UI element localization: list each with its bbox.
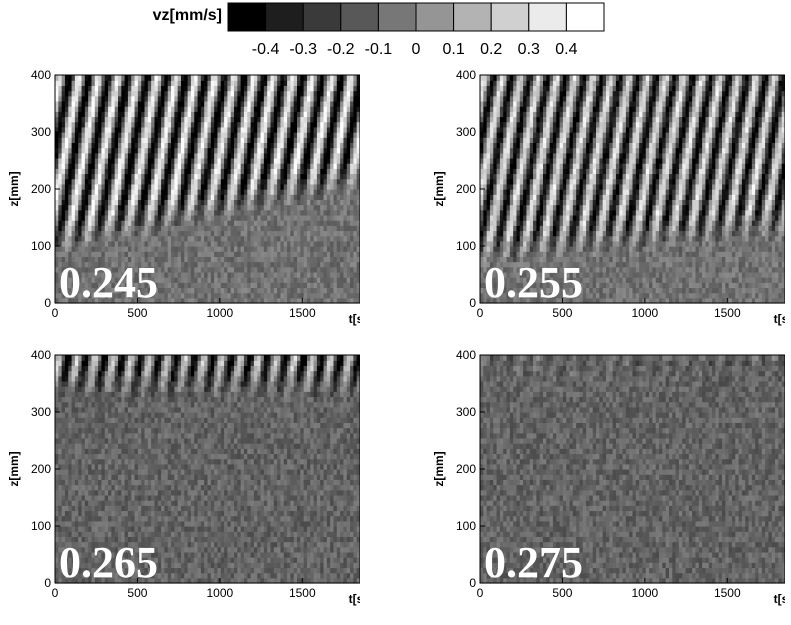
colorbar-swatch (303, 3, 341, 31)
y-tick-label: 100 (31, 519, 51, 533)
colorbar-level-label: 0.1 (442, 41, 464, 58)
y-tick-label: 400 (31, 348, 51, 362)
y-axis-label: z[mm] (432, 171, 446, 206)
colorbar-swatch (566, 3, 604, 31)
colorbar-level-label: 0.4 (555, 41, 577, 58)
y-tick-label: 400 (456, 68, 476, 82)
y-tick-label: 0 (469, 296, 476, 310)
panel-label: 0.275 (484, 538, 583, 587)
x-tick-label: 500 (552, 306, 572, 320)
x-tick-label: 1000 (207, 586, 234, 600)
colorbar-swatch (378, 3, 416, 31)
colorbar-swatch (228, 3, 266, 31)
x-tick-label: 1000 (207, 306, 234, 320)
y-tick-label: 400 (31, 68, 51, 82)
colorbar-swatch (454, 3, 492, 31)
x-tick-label: 1000 (632, 586, 659, 600)
y-tick-label: 100 (31, 239, 51, 253)
y-tick-label: 300 (31, 405, 51, 419)
y-tick-label: 100 (456, 239, 476, 253)
x-tick-label: 0 (477, 306, 484, 320)
x-tick-label: 1500 (714, 586, 741, 600)
colorbar-level-label: 0.3 (518, 41, 540, 58)
y-tick-label: 300 (456, 125, 476, 139)
x-axis-label: t[s] (349, 592, 360, 606)
x-axis-label: t[s] (774, 312, 785, 326)
colorbar-level-label: 0 (412, 41, 421, 58)
y-tick-label: 200 (456, 182, 476, 196)
colorbar-swatch (266, 3, 304, 31)
colorbar-swatch (491, 3, 529, 31)
x-tick-label: 1500 (289, 586, 316, 600)
y-tick-label: 100 (456, 519, 476, 533)
colorbar-swatch (341, 3, 379, 31)
x-tick-label: 0 (477, 586, 484, 600)
y-axis: 0 100 200 300 400 z[mm] (432, 68, 485, 310)
y-tick-label: 0 (44, 576, 51, 590)
y-axis-label: z[mm] (7, 171, 21, 206)
y-axis-label: z[mm] (7, 451, 21, 486)
colorbar-level-label: -0.1 (365, 41, 393, 58)
x-tick-label: 500 (127, 306, 147, 320)
y-tick-label: 400 (456, 348, 476, 362)
x-tick-label: 1000 (632, 306, 659, 320)
y-axis: 0 100 200 300 400 z[mm] (7, 68, 60, 310)
panel-label: 0.255 (484, 258, 583, 307)
y-tick-label: 200 (456, 462, 476, 476)
y-tick-label: 0 (44, 296, 51, 310)
colorbar-level-label: 0.2 (480, 41, 502, 58)
panel-label: 0.265 (59, 538, 158, 587)
x-axis-label: t[s] (349, 312, 360, 326)
colorbar-swatch (529, 3, 567, 31)
y-axis: 0 100 200 300 400 z[mm] (7, 348, 60, 590)
colorbar-legend: vz[mm/s] -0.4 -0.3 -0.2 -0.1 0 0.1 0.2 0.3 0.4 (0, 0, 791, 62)
colorbar-level-label: -0.3 (289, 41, 317, 58)
x-tick-label: 1500 (289, 306, 316, 320)
y-tick-label: 0 (469, 576, 476, 590)
x-axis-label: t[s] (774, 592, 785, 606)
y-axis-label: z[mm] (432, 451, 446, 486)
x-tick-label: 0 (52, 306, 59, 320)
x-tick-label: 500 (127, 586, 147, 600)
colorbar-level-label: -0.4 (252, 41, 280, 58)
panel-label: 0.245 (59, 258, 158, 307)
y-tick-label: 200 (31, 182, 51, 196)
y-tick-label: 200 (31, 462, 51, 476)
colorbar-title: vz[mm/s] (153, 7, 222, 24)
y-tick-label: 300 (456, 405, 476, 419)
colorbar-level-labels: -0.4 -0.3 -0.2 -0.1 0 0.1 0.2 0.3 0.4 (252, 41, 578, 58)
x-tick-label: 0 (52, 586, 59, 600)
colorbar-swatches (228, 3, 604, 31)
y-axis: 0 100 200 300 400 z[mm] (432, 348, 485, 590)
colorbar-swatch (416, 3, 454, 31)
y-tick-label: 300 (31, 125, 51, 139)
x-tick-label: 500 (552, 586, 572, 600)
x-tick-label: 1500 (714, 306, 741, 320)
colorbar-level-label: -0.2 (327, 41, 355, 58)
